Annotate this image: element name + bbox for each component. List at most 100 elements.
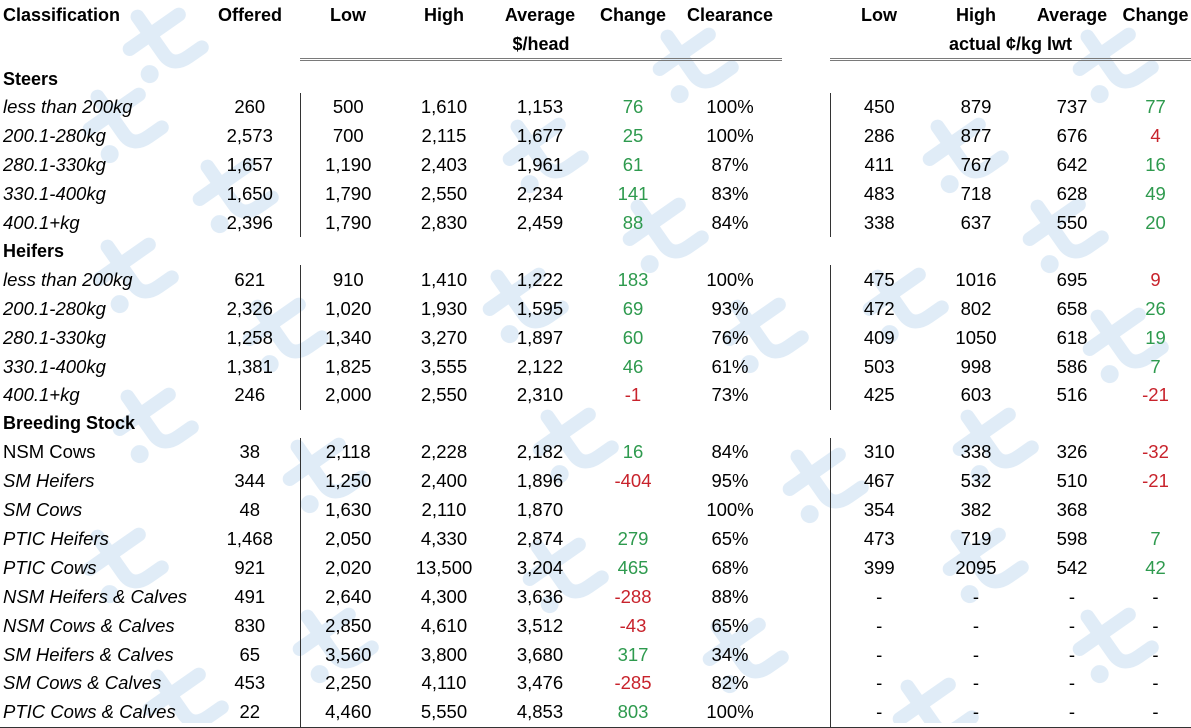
col-header-offered: Offered <box>217 4 282 25</box>
classification-cell: 330.1-400kg <box>3 183 106 205</box>
average-cell: 1,896 <box>516 470 564 492</box>
section-heading: Breeding Stock <box>3 413 136 434</box>
high-cell: 4,330 <box>420 528 468 550</box>
change-cell: -1 <box>624 384 642 406</box>
low-lwt-cell: 354 <box>863 499 895 521</box>
low-cell: 1,190 <box>325 154 372 176</box>
average-lwt-cell: 542 <box>1056 556 1088 578</box>
section-heading-row: Heifers <box>0 237 1191 265</box>
low-lwt-cell: - <box>876 672 883 694</box>
change-lwt-cell: 19 <box>1145 326 1166 348</box>
clearance-cell: 82% <box>711 672 749 694</box>
change-cell: 16 <box>622 441 644 463</box>
low-lwt-cell: 399 <box>863 556 895 578</box>
change-lwt-cell: 7 <box>1150 528 1161 550</box>
low-cell: 2,020 <box>325 556 372 578</box>
change-lwt-cell: - <box>1152 585 1159 607</box>
table-row: less than 200kg 260 500 1,610 1,153 76 100% 450… <box>0 93 1191 122</box>
section-heading-row: Steers <box>0 65 1191 93</box>
col-header-low: Low <box>330 4 366 25</box>
clearance-cell: 65% <box>711 614 749 636</box>
change-lwt-cell <box>1120 496 1191 525</box>
average-cell: 1,677 <box>516 125 564 147</box>
table-row: PTIC Heifers 1,468 2,050 4,330 2,874 279 65% 47… <box>0 524 1191 554</box>
low-cell: 2,000 <box>325 384 372 406</box>
change-lwt-cell: -21 <box>1142 384 1169 406</box>
offered-cell: 38 <box>200 437 301 467</box>
average-lwt-cell: 598 <box>1056 528 1088 550</box>
classification-cell: SM Cows <box>3 499 83 521</box>
section-heading: Heifers <box>3 240 65 261</box>
table-row: NSM Cows & Calves 830 2,850 4,610 3,512 -43 65… <box>0 611 1191 641</box>
unit-head-label: $/head <box>512 33 570 54</box>
average-cell: 3,204 <box>516 556 564 578</box>
classification-cell: 400.1+kg <box>3 212 80 233</box>
offered-cell: 260 <box>200 93 301 122</box>
low-cell: 700 <box>332 125 364 147</box>
offered-cell: 830 <box>200 611 301 641</box>
average-lwt-cell: 737 <box>1056 96 1088 118</box>
clearance-cell: 61% <box>711 355 749 377</box>
offered-cell: 246 <box>200 381 301 410</box>
offered-cell: 1,468 <box>200 524 301 554</box>
low-lwt-cell: 286 <box>863 125 895 147</box>
low-cell: 2,850 <box>325 614 372 636</box>
table-row: less than 200kg 621 910 1,410 1,222 183 100% 47… <box>0 265 1191 295</box>
average-cell: 1,870 <box>516 499 564 521</box>
change-lwt-cell: 42 <box>1145 556 1166 578</box>
change-cell: 88 <box>622 212 644 233</box>
offered-cell: 48 <box>200 495 301 525</box>
col-header-high-lwt: High <box>956 4 996 25</box>
clearance-cell: 88% <box>711 585 749 607</box>
change-cell <box>588 496 678 525</box>
high-lwt-cell: 802 <box>960 297 992 319</box>
low-lwt-cell: - <box>876 585 883 607</box>
offered-cell: 344 <box>200 466 301 496</box>
average-cell: 1,961 <box>516 154 564 176</box>
high-cell: 4,110 <box>421 672 467 694</box>
high-cell: 4,300 <box>420 585 468 607</box>
low-lwt-cell: - <box>876 643 883 665</box>
low-lwt-cell: 473 <box>863 528 895 550</box>
classification-cell: SM Cows & Calves <box>3 672 162 694</box>
average-lwt-cell: - <box>1068 643 1076 665</box>
change-lwt-cell: 26 <box>1145 297 1166 319</box>
average-lwt-cell: 368 <box>1056 499 1088 521</box>
high-cell: 1,610 <box>420 96 468 118</box>
table-row: 330.1-400kg 1,381 1,825 3,555 2,122 46 61% 503 9… <box>0 352 1191 382</box>
low-cell: 1,630 <box>325 499 372 521</box>
classification-cell: 400.1+kg <box>3 384 80 406</box>
high-lwt-cell: 637 <box>960 212 992 233</box>
low-lwt-cell: 411 <box>864 154 895 176</box>
classification-cell: NSM Cows & Calves <box>3 614 175 636</box>
change-lwt-cell: - <box>1152 672 1159 694</box>
average-lwt-cell: 618 <box>1056 326 1088 348</box>
table-body: Steers less than 200kg 260 500 1,610 1,153 76 1… <box>0 65 1191 728</box>
change-lwt-cell: - <box>1152 614 1159 636</box>
high-lwt-cell: 718 <box>960 183 992 205</box>
low-lwt-cell: 503 <box>863 355 895 377</box>
table-row: 400.1+kg 2,396 1,790 2,830 2,459 88 84% 338 637 5… <box>0 208 1191 238</box>
high-cell: 1,410 <box>420 268 468 290</box>
offered-cell: 1,657 <box>200 150 301 180</box>
clearance-cell: 73% <box>711 384 749 406</box>
offered-cell: 2,396 <box>200 208 301 238</box>
col-header-average: Average <box>504 4 576 25</box>
change-lwt-cell: - <box>1152 643 1159 665</box>
high-lwt-cell: 1050 <box>955 326 997 348</box>
col-header-change: Change <box>599 4 666 25</box>
offered-cell: 2,326 <box>200 294 301 324</box>
table-row: 280.1-330kg 1,258 1,340 3,270 1,897 60 76% 409 1… <box>0 323 1191 353</box>
section-heading: Steers <box>3 68 59 89</box>
change-cell: -285 <box>614 672 652 694</box>
high-lwt-cell: - <box>972 585 980 607</box>
clearance-cell: 76% <box>711 326 749 348</box>
high-cell: 3,555 <box>420 355 468 377</box>
average-lwt-cell: 695 <box>1056 268 1088 290</box>
average-lwt-cell: 510 <box>1056 470 1088 492</box>
clearance-cell: 83% <box>711 183 749 205</box>
average-lwt-cell: 628 <box>1056 183 1088 205</box>
high-lwt-cell: 2095 <box>955 556 997 578</box>
classification-cell: less than 200kg <box>3 96 133 118</box>
